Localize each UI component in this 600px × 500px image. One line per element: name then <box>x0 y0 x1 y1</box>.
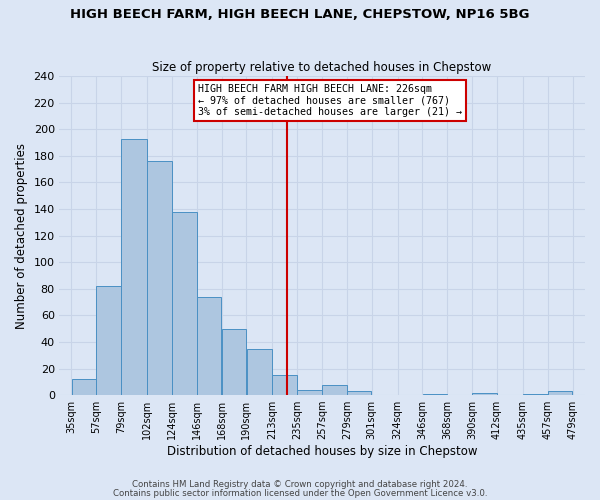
Title: Size of property relative to detached houses in Chepstow: Size of property relative to detached ho… <box>152 60 491 74</box>
Bar <box>121 138 147 396</box>
Text: Contains HM Land Registry data © Crown copyright and database right 2024.: Contains HM Land Registry data © Crown c… <box>132 480 468 489</box>
Bar <box>422 394 447 396</box>
Bar <box>347 392 371 396</box>
Bar <box>172 212 197 396</box>
Bar <box>71 380 96 396</box>
Y-axis label: Number of detached properties: Number of detached properties <box>15 142 28 328</box>
Bar <box>272 376 297 396</box>
Bar <box>97 286 121 396</box>
Text: HIGH BEECH FARM, HIGH BEECH LANE, CHEPSTOW, NP16 5BG: HIGH BEECH FARM, HIGH BEECH LANE, CHEPST… <box>70 8 530 20</box>
Text: Contains public sector information licensed under the Open Government Licence v3: Contains public sector information licen… <box>113 488 487 498</box>
Bar <box>523 394 548 396</box>
Text: HIGH BEECH FARM HIGH BEECH LANE: 226sqm
← 97% of detached houses are smaller (76: HIGH BEECH FARM HIGH BEECH LANE: 226sqm … <box>199 84 463 117</box>
Bar <box>197 297 221 396</box>
Bar <box>322 384 347 396</box>
Bar <box>472 392 497 396</box>
Bar <box>298 390 322 396</box>
Bar <box>247 348 272 396</box>
Bar <box>548 392 572 396</box>
X-axis label: Distribution of detached houses by size in Chepstow: Distribution of detached houses by size … <box>167 444 477 458</box>
Bar <box>147 161 172 396</box>
Bar <box>221 329 246 396</box>
